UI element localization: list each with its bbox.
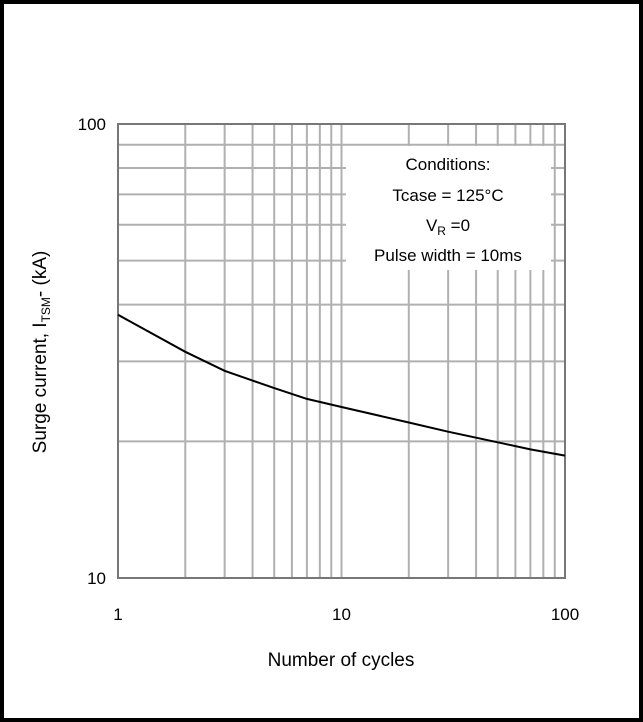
conditions-tcase: Tcase = 125°C	[392, 186, 503, 205]
x-tick-label: 1	[113, 605, 122, 624]
conditions-background	[346, 146, 551, 270]
conditions-vr: VR =0	[426, 216, 470, 238]
y-label-subscript: TSM	[39, 297, 53, 322]
x-tick-label: 10	[332, 605, 351, 624]
y-axis-label: Surge current, ITSM- (kA)	[30, 251, 53, 454]
y-tick-label: 100	[78, 115, 106, 134]
y-label-suffix: - (kA)	[30, 251, 51, 297]
vr-suffix: =0	[446, 216, 470, 235]
y-label-prefix: Surge current, I	[30, 322, 51, 453]
conditions-title: Conditions:	[405, 155, 490, 174]
vr-prefix: V	[426, 216, 438, 235]
series-line	[117, 313, 566, 457]
x-axis-label: Number of cycles	[268, 650, 415, 671]
y-tick-label: 10	[87, 569, 106, 588]
conditions-box: Conditions: Tcase = 125°C VR =0 Pulse wi…	[346, 146, 551, 270]
x-tick-label: 100	[551, 605, 579, 624]
vr-subscript: R	[437, 224, 446, 238]
plot-border	[117, 123, 566, 579]
tick-labels: 1 10 100 10 100	[78, 115, 580, 624]
conditions-pulse-width: Pulse width = 10ms	[374, 246, 522, 265]
